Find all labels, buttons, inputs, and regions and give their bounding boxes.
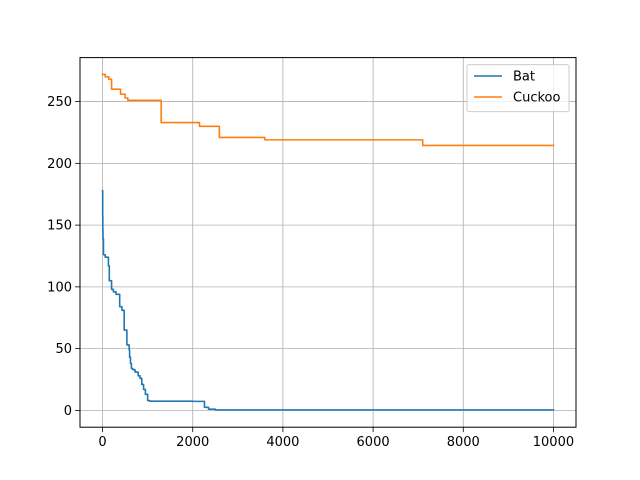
y-tick-label: 200 [47,157,72,172]
axis-ticks: 0 2000 4000 6000 8000 10000 0 50 100 150 200 250 [47,95,574,450]
x-tick-label: 8000 [447,435,480,450]
y-tick-label: 50 [55,342,72,357]
series-lines [101,73,555,411]
y-tick-label: 0 [64,404,72,419]
x-tick-label: 6000 [357,435,390,450]
plot-frame [79,57,577,428]
legend-label-bat: Bat [513,70,535,85]
series-line-bat [101,189,555,411]
y-tick-label: 250 [47,95,72,110]
x-tick-label: 4000 [266,435,299,450]
y-tick-label: 150 [47,219,72,234]
y-tick-label: 100 [47,280,72,295]
legend: Bat Cuckoo [466,64,570,113]
series-line-cuckoo [101,73,555,147]
x-tick-label: 10000 [533,435,574,450]
legend-label-cuckoo: Cuckoo [513,91,560,106]
x-tick-label: 2000 [176,435,209,450]
x-tick-label: 0 [98,435,106,450]
grid-lines [80,57,576,428]
